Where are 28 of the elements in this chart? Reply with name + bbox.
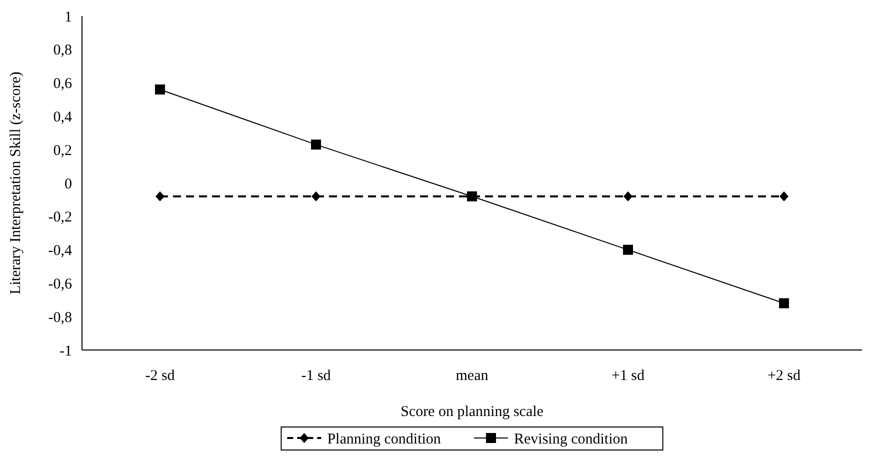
y-tick-label: 0,8 (53, 42, 72, 59)
y-tick-label: -1 (60, 343, 72, 360)
x-tick-label: -1 sd (301, 368, 332, 384)
point (311, 140, 321, 150)
point (155, 84, 165, 94)
legend-label: Planning condition (327, 431, 442, 448)
y-tick-label: -0,8 (48, 310, 72, 326)
x-tick-label: +1 sd (611, 368, 646, 384)
y-axis-title: Literary Interpretation Skill (z-score) (8, 72, 24, 294)
point (780, 191, 788, 202)
x-tick-label: mean (456, 368, 489, 384)
point (623, 244, 633, 255)
point (156, 191, 164, 202)
y-tick-label: 0,4 (53, 109, 72, 126)
legend-label: Revising condition (514, 431, 628, 448)
y-tick-label: 1 (64, 9, 72, 26)
point (779, 298, 789, 308)
y-tick-label: 0,6 (53, 76, 72, 92)
point (624, 191, 632, 202)
y-tick-label: -0,6 (48, 276, 72, 292)
y-tick-label: 0 (64, 176, 72, 192)
x-axis-title: Score on planning scale (400, 404, 544, 420)
point (312, 191, 320, 202)
y-tick-label: -0,4 (48, 243, 72, 260)
y-tick-label: 0,2 (53, 142, 72, 159)
y-tick-label: -0,2 (48, 210, 72, 226)
x-tick-label: +2 sd (767, 368, 802, 384)
x-tick-label: -2 sd (145, 368, 176, 384)
